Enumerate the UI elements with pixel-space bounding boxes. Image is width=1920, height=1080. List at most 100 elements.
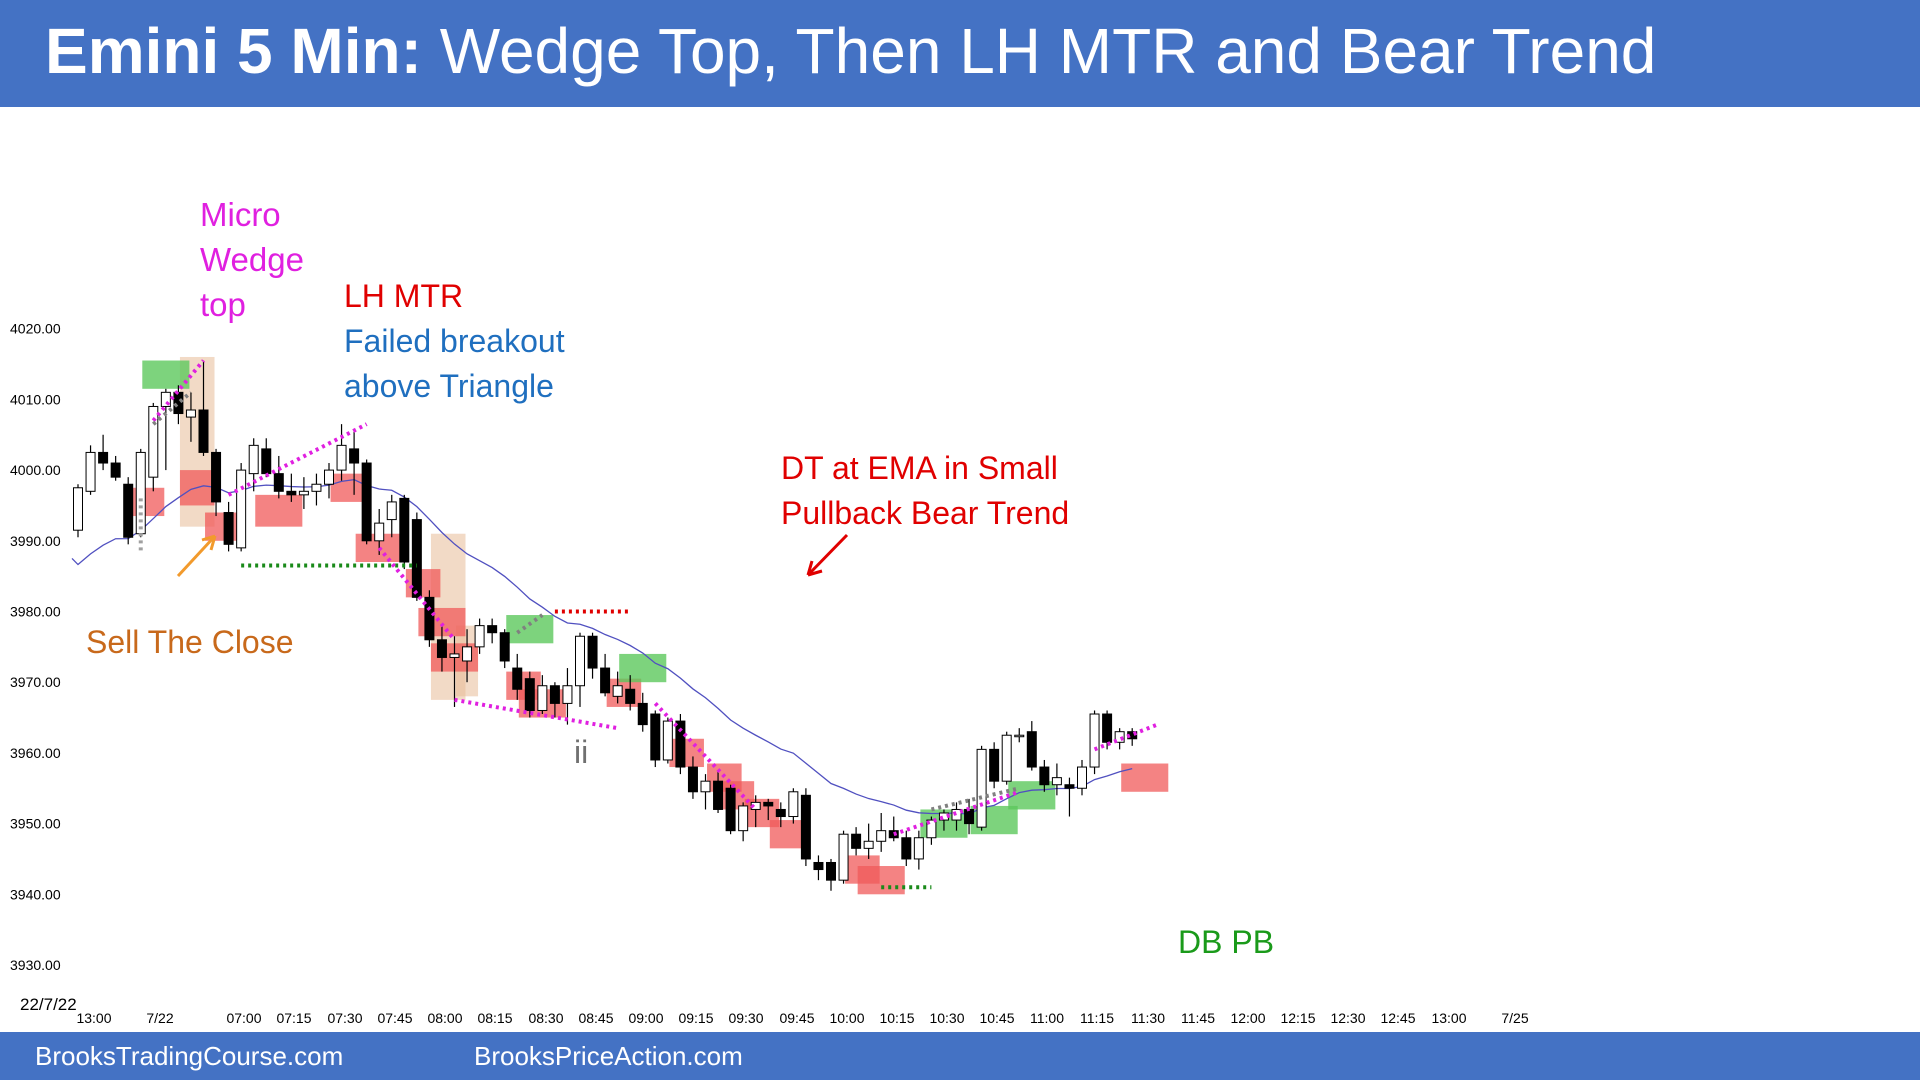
candle-body: [98, 451, 109, 464]
x-tick-label: 11:45: [1181, 1010, 1215, 1026]
bull-grey-line: [930, 786, 1020, 812]
candle-body: [913, 837, 924, 860]
bull-signal-box: [506, 615, 554, 644]
x-tick-label: 09:30: [728, 1010, 763, 1026]
candle-body: [1051, 777, 1062, 786]
candle-body: [838, 833, 849, 881]
dt-ema-annotation: DT at EMA in Small Pullback Bear Trend: [781, 446, 1069, 536]
candle-body: [612, 685, 623, 697]
candle-body: [198, 409, 209, 453]
candle-body: [1102, 713, 1113, 743]
x-tick-label: 08:00: [427, 1010, 462, 1026]
candle-body: [449, 653, 460, 658]
candle-body: [123, 483, 134, 538]
y-tick-label: 3950.00: [10, 816, 61, 832]
x-tick-label: 08:30: [528, 1010, 563, 1026]
bull-signal-box: [142, 360, 190, 389]
micro-wedge-line-1: Micro: [200, 196, 281, 233]
failed-breakout-line-2: above Triangle: [344, 368, 554, 404]
candle-body: [600, 667, 611, 694]
candle-body: [901, 837, 912, 860]
candle-body: [185, 409, 196, 418]
title-bold: Emini 5 Min:: [45, 15, 422, 87]
x-tick-label: 12:15: [1280, 1010, 1315, 1026]
dt-ema-arrow-head: [806, 560, 823, 577]
candle-body: [248, 444, 259, 475]
bear-signal-box: [330, 473, 366, 502]
x-tick-label: 12:45: [1380, 1010, 1415, 1026]
x-tick-label: 10:30: [929, 1010, 964, 1026]
candle-body: [85, 451, 96, 492]
candle-body: [863, 840, 874, 849]
micro-wedge-annotation: Micro Wedge top: [200, 192, 304, 327]
x-tick-label: 08:45: [578, 1010, 613, 1026]
candle-body: [110, 462, 121, 478]
candle-body: [474, 625, 485, 648]
candle-body: [788, 791, 799, 818]
bear-signal-box: [405, 569, 441, 598]
x-tick-label: 13:00: [1431, 1010, 1466, 1026]
x-tick-label: 10:15: [879, 1010, 914, 1026]
candle-body: [549, 685, 560, 704]
candle-body: [587, 635, 598, 669]
bear-signal-box: [669, 738, 704, 768]
bear-signal-box: [1121, 763, 1169, 792]
candle-body: [700, 780, 711, 793]
candle-body: [336, 444, 347, 471]
candle-body: [1114, 731, 1125, 743]
title-bar: Emini 5 Min: Wedge Top, Then LH MTR and …: [0, 0, 1920, 107]
y-tick-label: 4000.00: [10, 462, 61, 478]
x-tick-label: 11:15: [1080, 1010, 1114, 1026]
x-tick-label: 07:30: [327, 1010, 362, 1026]
sell-close-annotation: Sell The Close: [86, 624, 294, 660]
candle-body: [399, 497, 410, 563]
x-tick-label: 7/25: [1501, 1010, 1528, 1026]
candle-body: [73, 487, 83, 531]
candle-body: [1039, 766, 1050, 786]
micro-wedge-line-2: Wedge: [200, 241, 304, 278]
candle-body: [261, 448, 272, 475]
candle-body: [989, 748, 1000, 782]
dt-ema-arrow: [806, 533, 849, 577]
candle-body: [1014, 734, 1025, 738]
candle-body: [524, 678, 535, 711]
candle-body: [813, 861, 824, 871]
candle-body: [148, 405, 159, 478]
candle-body: [386, 501, 397, 521]
dt-ema-line-2: Pullback Bear Trend: [781, 495, 1070, 531]
failed-breakout-line-1: Failed breakout: [344, 323, 565, 359]
candle-body: [537, 685, 548, 711]
candle-body: [562, 685, 573, 704]
candle-body: [173, 391, 184, 415]
pullback-grey-line: [516, 613, 544, 635]
sell-close-arrow: [176, 534, 217, 578]
failed-breakout-annotation: Failed breakout above Triangle: [344, 319, 565, 409]
candle-body: [775, 808, 786, 818]
x-tick-label: 07:00: [226, 1010, 261, 1026]
x-tick-label: 10:45: [979, 1010, 1014, 1026]
footer-link-right[interactable]: BrooksPriceAction.com: [474, 1041, 743, 1071]
footer-bar: BrooksTradingCourse.com BrooksPriceActio…: [0, 1032, 1920, 1080]
candle-body: [650, 713, 661, 761]
triangle-upper-line: [227, 422, 368, 497]
sell-close-arrow-head: [201, 534, 217, 551]
y-tick-label: 3980.00: [10, 604, 61, 620]
page-title: Emini 5 Min: Wedge Top, Then LH MTR and …: [45, 14, 1656, 88]
candle-body: [324, 469, 334, 485]
y-tick-label: 4010.00: [10, 391, 61, 407]
candle-body: [1026, 731, 1037, 768]
candle-body: [738, 805, 749, 832]
x-tick-label: 13:00: [76, 1010, 111, 1026]
db-pb-annotation: DB PB: [1178, 924, 1275, 960]
candle-body: [424, 596, 435, 641]
x-tick-label: 09:45: [779, 1010, 814, 1026]
candle-body: [286, 490, 297, 496]
candle-body: [675, 720, 686, 768]
candle-body: [625, 688, 636, 704]
footer-link-left[interactable]: BrooksTradingCourse.com: [35, 1041, 344, 1071]
candle-body: [512, 667, 523, 690]
y-tick-label: 4020.00: [10, 321, 61, 337]
candle-body: [499, 632, 510, 662]
ii-annotation: ii: [574, 734, 589, 770]
bear-channel-line-2: [653, 702, 758, 811]
